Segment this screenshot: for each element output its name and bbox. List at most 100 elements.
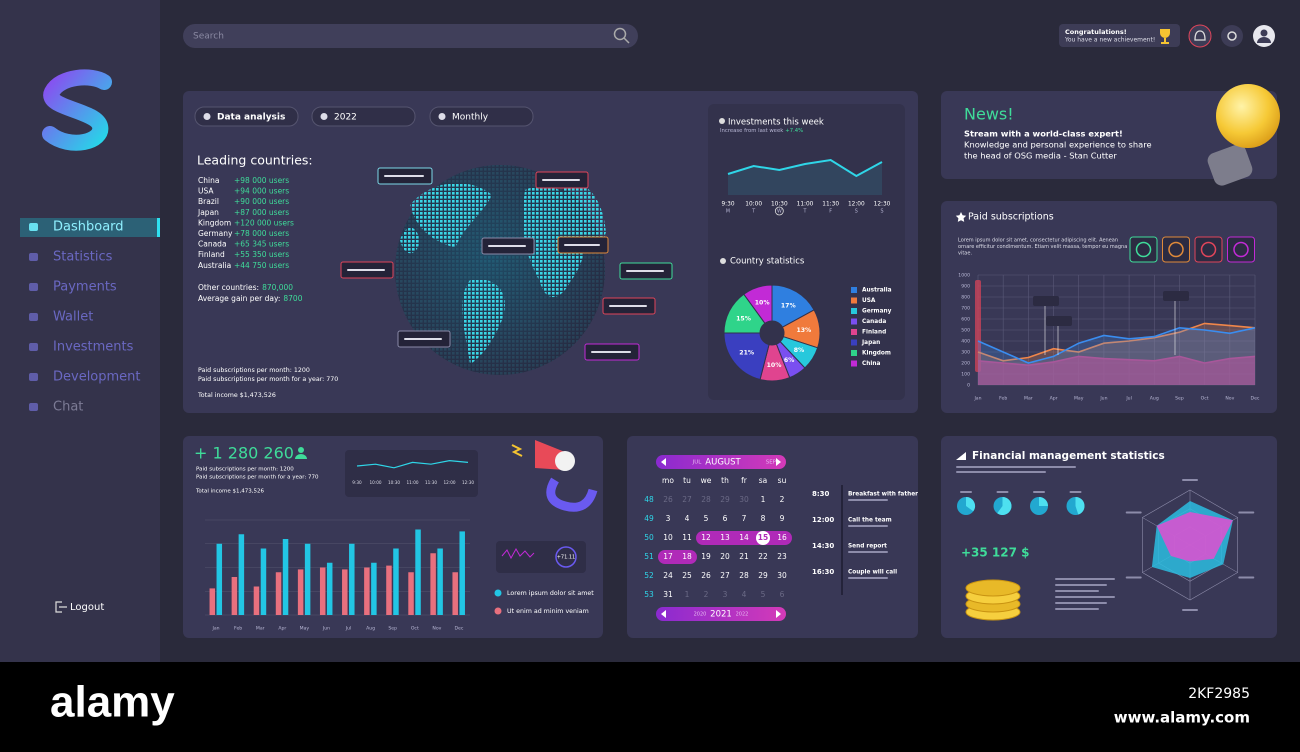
logout-button[interactable]: Logout (70, 602, 104, 613)
x-tick-label: Dec (1251, 396, 1260, 402)
tab[interactable] (429, 106, 534, 127)
date[interactable]: 1 (761, 495, 766, 504)
date[interactable]: 12 (701, 533, 711, 542)
date[interactable]: 3 (666, 514, 671, 523)
date[interactable]: 4 (685, 514, 690, 523)
country-gain: +44 750 users (234, 261, 289, 270)
date[interactable]: 27 (720, 571, 730, 580)
date[interactable]: 6 (780, 590, 785, 599)
radar-label (1238, 511, 1255, 514)
selected-date (756, 531, 770, 545)
search-placeholder: Search (193, 32, 224, 42)
x-tick-label: Jul (345, 626, 352, 632)
weekday-label: we (701, 476, 712, 485)
country-gain: +55 350 users (234, 250, 289, 259)
menu-item[interactable]: Chat (53, 400, 83, 415)
notifications-button[interactable] (1188, 24, 1212, 48)
date[interactable]: 13 (720, 533, 730, 542)
date[interactable]: 26 (701, 571, 711, 580)
map-tag-text (591, 351, 631, 353)
stat-badge[interactable] (1227, 236, 1255, 263)
next-year-button[interactable] (776, 610, 781, 618)
date[interactable]: 4 (742, 590, 747, 599)
panel-subtitle: Increase from last week +7.4% (720, 128, 803, 134)
analysis-footer: Paid subscriptions per month: 1200 (198, 367, 310, 374)
menu-item[interactable]: Statistics (53, 250, 113, 265)
legend-swatch (851, 308, 857, 314)
country-name: Finland (198, 250, 225, 259)
date[interactable]: 9 (780, 514, 785, 523)
slice-label: 8% (794, 347, 805, 354)
date[interactable]: 5 (761, 590, 766, 599)
tab-label: Monthly (452, 113, 489, 123)
stat-badge[interactable] (1129, 236, 1158, 263)
menu-item[interactable]: Payments (53, 280, 117, 295)
brand: alamy (50, 678, 175, 727)
tab[interactable] (311, 106, 416, 127)
date[interactable]: 11 (682, 533, 692, 542)
menu-item[interactable]: Development (53, 370, 141, 385)
badge-wave (501, 547, 535, 560)
date[interactable]: 8 (761, 514, 766, 523)
menu-item[interactable]: Investments (53, 340, 134, 355)
menu-item[interactable]: Dashboard (53, 220, 124, 235)
date[interactable]: 31 (663, 590, 673, 599)
note-line (1055, 602, 1107, 604)
date[interactable]: 20 (720, 552, 730, 561)
date[interactable]: 7 (742, 514, 747, 523)
date[interactable]: 16 (777, 533, 787, 542)
next-month-button[interactable] (776, 458, 781, 466)
date[interactable]: 24 (663, 571, 673, 580)
date[interactable]: 23 (777, 552, 787, 561)
bar (349, 543, 355, 615)
date[interactable]: 17 (663, 552, 673, 561)
date[interactable]: 22 (758, 552, 768, 561)
date[interactable]: 21 (739, 552, 749, 561)
date[interactable]: 26 (663, 495, 673, 504)
date[interactable]: 14 (739, 533, 749, 542)
date[interactable]: 30 (777, 571, 787, 580)
card-subtitle (956, 466, 1076, 468)
card-text: vitae. (958, 251, 972, 257)
date[interactable]: 18 (682, 552, 692, 561)
date[interactable]: 28 (701, 495, 711, 504)
date[interactable]: 28 (739, 571, 749, 580)
search-box[interactable] (183, 24, 638, 48)
date[interactable]: 15 (758, 533, 768, 542)
date[interactable]: 29 (758, 571, 768, 580)
date[interactable]: 30 (739, 495, 749, 504)
bulb (1216, 84, 1280, 148)
settings-button[interactable] (1221, 25, 1243, 47)
day-label: T (803, 209, 807, 215)
country-name: China (198, 176, 219, 185)
search-icon (613, 27, 627, 41)
date[interactable]: 2 (704, 590, 709, 599)
date[interactable]: 29 (720, 495, 730, 504)
card-title: Paid subscriptions (968, 212, 1054, 223)
note-line (1055, 578, 1115, 580)
stat-badge[interactable] (1194, 236, 1223, 263)
weekday-label: th (721, 476, 729, 485)
tab[interactable] (194, 106, 299, 127)
mini-pie-caption (960, 491, 972, 493)
prev-month-button[interactable] (661, 458, 666, 466)
stat-badge[interactable] (1162, 236, 1190, 263)
date[interactable]: 19 (701, 552, 711, 561)
prev-year-button[interactable] (661, 610, 666, 618)
date[interactable]: 27 (682, 495, 692, 504)
date[interactable]: 3 (723, 590, 728, 599)
menu-item[interactable]: Wallet (53, 310, 93, 325)
date[interactable]: 6 (723, 514, 728, 523)
date[interactable]: 25 (682, 571, 692, 580)
bar (304, 543, 311, 615)
radar-label (1125, 576, 1142, 579)
date[interactable]: 5 (704, 514, 709, 523)
country-name: Germany (198, 229, 233, 238)
date[interactable]: 1 (685, 590, 690, 599)
date[interactable]: 2 (780, 495, 785, 504)
pie-slice (771, 284, 815, 328)
tab-label: 2022 (334, 113, 357, 123)
date[interactable]: 10 (663, 533, 673, 542)
coin (965, 579, 1021, 597)
